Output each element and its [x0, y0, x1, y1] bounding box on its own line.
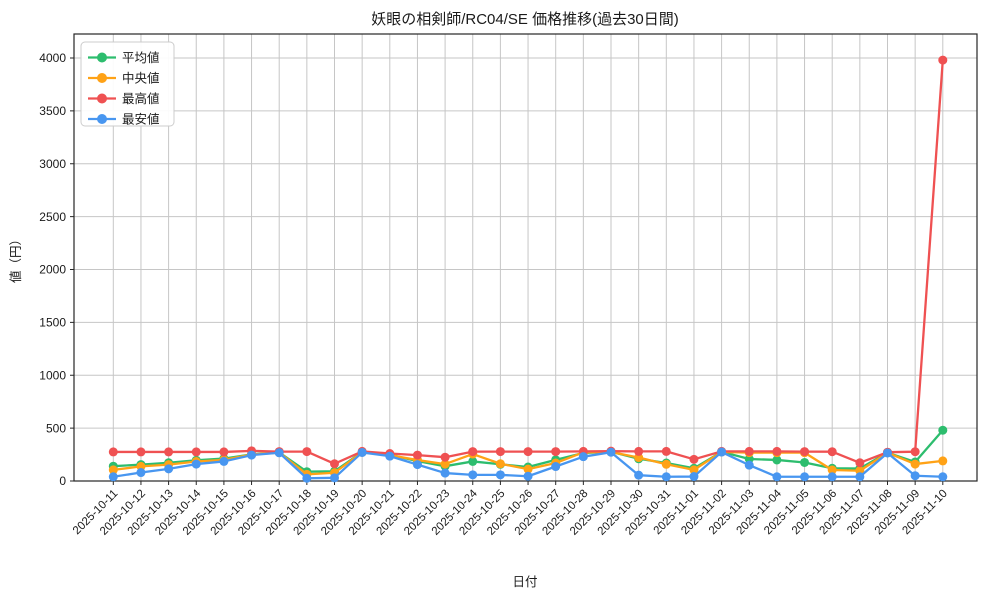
data-point [634, 470, 644, 480]
y-tick-label: 2500 [39, 210, 66, 224]
data-point [551, 447, 561, 457]
data-point [468, 447, 478, 457]
data-point [855, 458, 865, 468]
data-point [495, 459, 505, 469]
legend-marker-median-icon [97, 73, 107, 83]
legend-label-median: 中央値 [122, 71, 160, 86]
series-lines [108, 55, 948, 483]
data-point [800, 472, 810, 482]
legend-label-average: 平均値 [122, 50, 160, 65]
data-point [661, 459, 671, 469]
data-point [495, 470, 505, 480]
data-point [164, 464, 174, 474]
y-tick-label: 4000 [39, 51, 66, 65]
legend-marker-min-icon [97, 114, 107, 124]
data-point [689, 454, 699, 464]
y-tick-label: 1000 [39, 368, 66, 382]
data-point [164, 447, 174, 457]
series-最安値 [108, 447, 948, 483]
data-point [302, 473, 312, 483]
data-point [191, 447, 201, 457]
data-point [938, 472, 948, 482]
data-point [440, 459, 450, 469]
data-point [330, 473, 339, 483]
legend: 平均値 中央値 最高値 最安値 [80, 41, 175, 127]
data-point [938, 425, 948, 435]
y-tick-label: 3000 [39, 157, 66, 171]
data-point [440, 468, 450, 478]
data-point [827, 447, 837, 457]
data-point [772, 446, 782, 456]
data-point [274, 448, 284, 458]
data-point [412, 460, 422, 470]
data-point [108, 447, 118, 457]
legend-label-min: 最安値 [122, 112, 160, 127]
y-tick-label: 0 [59, 474, 66, 488]
data-point [551, 462, 561, 472]
data-point [440, 452, 450, 462]
data-point [606, 447, 616, 457]
data-point [302, 447, 312, 457]
y-tick-label: 3500 [39, 104, 66, 118]
legend-item-median: 中央値 [88, 71, 160, 86]
legend-item-min: 最安値 [88, 112, 160, 127]
plot-border [73, 33, 978, 482]
data-point [910, 447, 920, 457]
y-axis-label: 値（円） [8, 233, 23, 283]
legend-item-max: 最高値 [88, 91, 160, 106]
data-point [772, 455, 782, 465]
data-point [219, 456, 229, 466]
data-point [523, 471, 533, 481]
data-point [717, 447, 727, 457]
data-point [385, 451, 395, 461]
legend-box [80, 41, 175, 127]
data-point [689, 472, 699, 482]
data-point [827, 465, 837, 475]
y-tick-label: 1500 [39, 316, 66, 330]
data-point [910, 471, 920, 481]
data-point [523, 447, 533, 457]
x-axis-label: 日付 [512, 575, 537, 589]
data-point [247, 450, 257, 460]
data-point [136, 447, 146, 457]
data-point [523, 464, 533, 474]
data-point [661, 446, 671, 456]
legend-label-max: 最高値 [122, 91, 160, 106]
data-point [744, 460, 754, 470]
data-point [661, 472, 671, 482]
data-point [108, 465, 118, 475]
data-point [689, 465, 699, 475]
data-point [634, 446, 644, 456]
data-point [855, 472, 865, 482]
data-point [827, 472, 837, 482]
data-point [108, 472, 118, 482]
data-point [800, 457, 810, 467]
y-tick-label: 2000 [39, 263, 66, 277]
data-point [468, 456, 478, 466]
legend-item-average: 平均値 [88, 50, 160, 65]
data-point [578, 452, 588, 462]
data-point [330, 459, 339, 469]
data-point [468, 470, 478, 480]
data-point [883, 448, 892, 458]
data-point [357, 447, 367, 457]
data-point [191, 459, 201, 469]
data-point [495, 447, 505, 457]
legend-marker-max-icon [97, 93, 107, 104]
y-tick-label: 500 [46, 421, 66, 435]
data-point [938, 456, 948, 466]
data-point [744, 446, 754, 456]
data-point [136, 468, 146, 478]
data-point [910, 459, 920, 469]
data-point [412, 450, 422, 460]
data-point [772, 472, 782, 482]
legend-marker-average-icon [97, 52, 107, 63]
data-point [219, 447, 229, 457]
chart-title: 妖眼の相剣師/RC04/SE 価格推移(過去30日間) [371, 11, 679, 28]
grid-lines [74, 34, 977, 482]
data-point [800, 447, 810, 457]
data-point [938, 55, 948, 65]
